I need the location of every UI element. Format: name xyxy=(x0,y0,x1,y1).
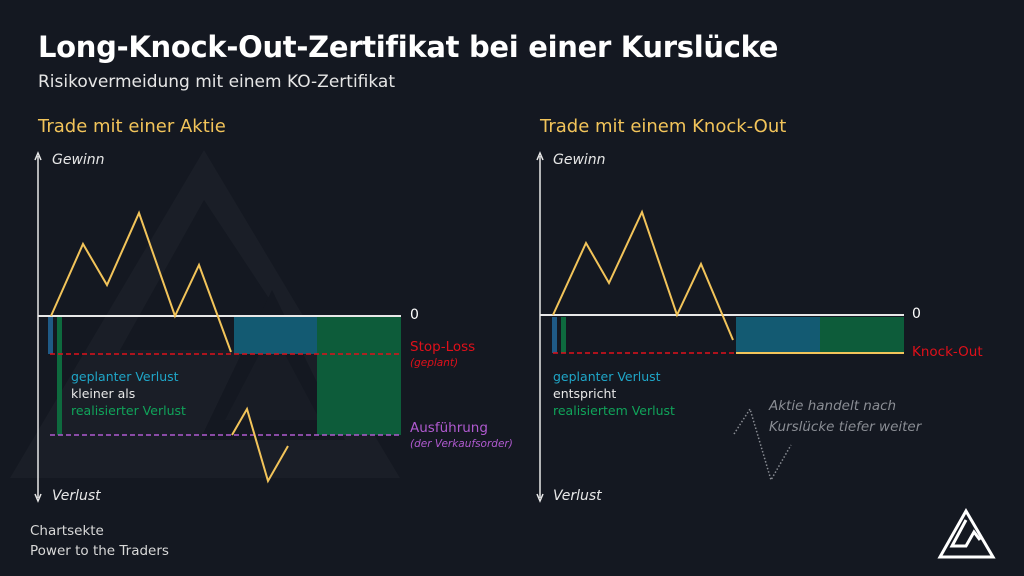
right-axis-gain-label: Gewinn xyxy=(553,152,606,168)
realized-loss-bar xyxy=(561,317,566,353)
price-line xyxy=(552,209,734,341)
left-panel-heading: Trade mit einer Aktie xyxy=(38,116,226,137)
legend-realized-loss: realisiertem Verlust xyxy=(553,403,675,418)
planned-loss-box xyxy=(234,317,317,354)
planned-loss-box xyxy=(736,317,820,353)
footer-brand: Chartsekte xyxy=(30,523,104,539)
price-line-after-gap-dotted xyxy=(733,407,792,482)
legend-realized-loss: realisierter Verlust xyxy=(71,403,186,418)
chartsekte-logo-icon xyxy=(937,507,996,559)
page-subtitle: Risikovermeidung mit einem KO-Zertifikat xyxy=(38,72,395,92)
left-legend: geplanter Verlust kleiner als realisiert… xyxy=(71,368,186,419)
legend-comparison: entspricht xyxy=(553,386,617,401)
right-zero-label: 0 xyxy=(912,306,921,322)
legend-comparison: kleiner als xyxy=(71,386,136,401)
gap-note-line2: Kurslücke tiefer weiter xyxy=(769,419,922,435)
page-title: Long-Knock-Out-Zertifikat bei einer Kurs… xyxy=(38,30,779,64)
price-line xyxy=(50,210,232,353)
footer-tagline: Power to the Traders xyxy=(30,543,169,559)
stop-loss-label: Stop-Loss xyxy=(410,339,476,355)
price-line-after-gap xyxy=(231,406,289,484)
execution-sub-label: (der Verkaufsorder) xyxy=(410,438,513,450)
knockout-label: Knock-Out xyxy=(912,344,983,360)
right-axis-loss-label: Verlust xyxy=(553,488,602,504)
gap-note-line1: Aktie handelt nach xyxy=(769,398,897,414)
realized-loss-box xyxy=(820,317,904,353)
right-panel-heading: Trade mit einem Knock-Out xyxy=(540,116,787,137)
execution-label: Ausführung xyxy=(410,420,488,436)
planned-loss-bar xyxy=(552,317,557,353)
left-axis-loss-label: Verlust xyxy=(52,488,101,504)
right-legend: geplanter Verlust entspricht realisierte… xyxy=(553,368,675,419)
stop-loss-sub-label: (geplant) xyxy=(410,357,459,369)
realized-loss-bar xyxy=(57,317,62,435)
left-axis-gain-label: Gewinn xyxy=(52,152,105,168)
gap-note: Aktie handelt nach Kurslücke tiefer weit… xyxy=(769,396,921,438)
legend-planned-loss: geplanter Verlust xyxy=(553,369,661,384)
realized-loss-box xyxy=(317,317,401,435)
legend-planned-loss: geplanter Verlust xyxy=(71,369,179,384)
left-chart xyxy=(34,151,401,503)
right-chart xyxy=(536,151,904,503)
left-zero-label: 0 xyxy=(410,307,419,323)
planned-loss-bar xyxy=(48,317,53,354)
